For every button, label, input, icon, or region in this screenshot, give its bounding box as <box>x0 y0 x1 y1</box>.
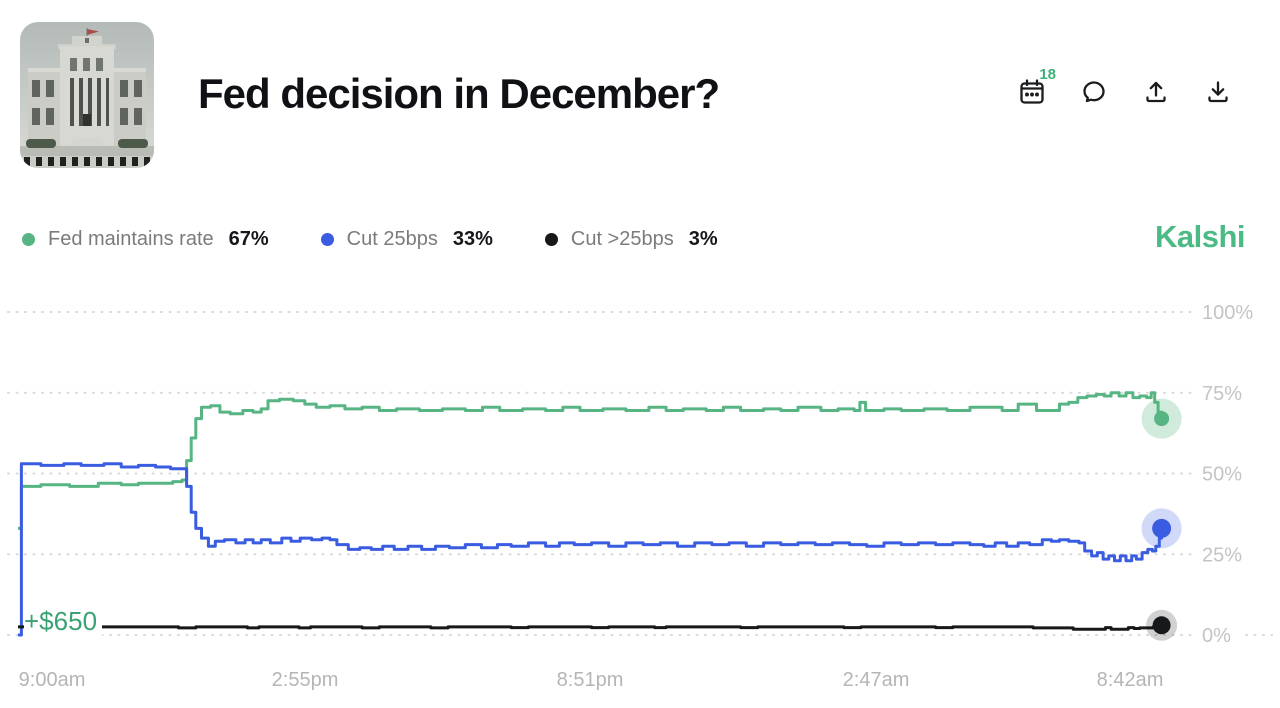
y-axis-label: 0% <box>1202 625 1231 647</box>
legend-label: Cut 25bps <box>346 227 438 250</box>
endpoint-dot-fed-maintains-rate <box>1154 411 1170 427</box>
series-line-cut-25bps <box>18 625 1164 631</box>
comment-icon <box>1083 81 1105 103</box>
comments-button[interactable] <box>1080 78 1108 106</box>
y-axis-label: 100% <box>1202 302 1253 324</box>
download-icon <box>1208 81 1228 103</box>
series-line-fed-maintains-rate <box>18 391 1164 530</box>
endpoint-dot-cut-25bps <box>1152 616 1171 635</box>
share-icon <box>1146 81 1166 103</box>
x-axis-label: 2:47am <box>842 669 910 691</box>
price-history-chart[interactable]: 100% 75% 50% 25% 0% <box>0 285 1280 657</box>
y-axis-label: 25% <box>1202 544 1242 566</box>
calendar-button[interactable]: 18 <box>1018 66 1056 106</box>
legend-label: Cut >25bps <box>570 227 674 250</box>
endpoint-dot-cut-25bps <box>1152 518 1172 538</box>
kalshi-logo: Kalshi <box>1154 219 1246 254</box>
legend-item-cut-gt-25bps[interactable]: Cut >25bps 3% <box>544 227 718 251</box>
legend-dot-green <box>22 232 35 246</box>
legend-value: 33% <box>452 227 493 250</box>
share-button[interactable] <box>1142 78 1170 106</box>
x-axis-label: 9:00am <box>18 669 86 691</box>
download-button[interactable] <box>1204 78 1232 106</box>
calendar-icon <box>1020 79 1044 104</box>
y-axis-label: 50% <box>1202 464 1242 486</box>
legend-item-fed-maintains-rate[interactable]: Fed maintains rate 67% <box>22 228 269 251</box>
legend-dot-blue <box>320 232 334 246</box>
x-axis-label: 8:42am <box>1096 669 1164 691</box>
page-title: Fed decision in December? <box>198 70 720 117</box>
x-axis-label: 2:55pm <box>271 669 339 691</box>
calendar-badge: 18 <box>1039 66 1056 83</box>
profit-annotation: +$650 <box>24 606 103 637</box>
x-axis-label: 8:51pm <box>556 669 624 691</box>
y-axis-label: 75% <box>1202 383 1242 405</box>
header-actions: 18 <box>1018 66 1232 106</box>
market-thumbnail <box>20 22 154 168</box>
legend-dot-black <box>544 232 558 246</box>
legend-item-cut-25bps[interactable]: Cut 25bps 33% <box>320 227 493 251</box>
series-line-cut-25bps <box>18 462 1164 637</box>
legend-label: Fed maintains rate <box>48 227 214 250</box>
chart-legend: Fed maintains rate 67% Cut 25bps 33% Cut… <box>22 226 718 252</box>
legend-value: 67% <box>228 227 269 250</box>
fed-building-illustration <box>20 22 154 168</box>
legend-value: 3% <box>688 227 718 250</box>
